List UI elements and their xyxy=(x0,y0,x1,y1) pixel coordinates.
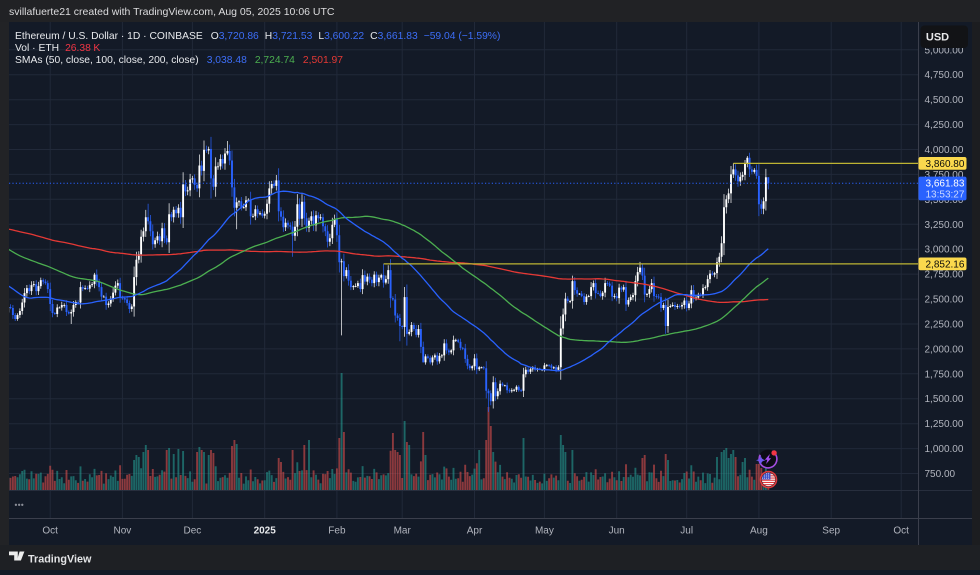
svg-text:4,250.00: 4,250.00 xyxy=(925,120,964,131)
svg-text:4,500.00: 4,500.00 xyxy=(925,95,964,106)
svg-text:Oct: Oct xyxy=(893,526,909,537)
svg-text:TradingView: TradingView xyxy=(28,554,92,566)
svg-text:Jun: Jun xyxy=(609,526,625,537)
svg-text:2,250.00: 2,250.00 xyxy=(925,320,964,331)
svg-text:1,750.00: 1,750.00 xyxy=(925,369,964,380)
svg-text:4,000.00: 4,000.00 xyxy=(925,145,964,156)
svg-text:Apr: Apr xyxy=(467,526,483,537)
svg-text:1,000.00: 1,000.00 xyxy=(925,444,964,455)
svg-text:Ethereum / U.S. Dollar · 1D ·: Ethereum / U.S. Dollar · 1D · COINBASE O3… xyxy=(15,31,500,42)
svg-text:2,000.00: 2,000.00 xyxy=(925,344,964,355)
svg-text:SMAs (50, close, 100, close, 2: SMAs (50, close, 100, close, 200, close)… xyxy=(15,55,343,66)
svg-text:May: May xyxy=(535,526,554,537)
svg-text:Nov: Nov xyxy=(114,526,132,537)
svg-text:3,750.00: 3,750.00 xyxy=(925,170,964,181)
svg-text:3,250.00: 3,250.00 xyxy=(925,220,964,231)
svg-text:1,500.00: 1,500.00 xyxy=(925,394,964,405)
svg-text:•••: ••• xyxy=(15,501,25,510)
svg-text:Sep: Sep xyxy=(822,526,840,537)
svg-text:5,000.00: 5,000.00 xyxy=(925,45,964,56)
svg-text:USD: USD xyxy=(926,32,949,44)
svg-text:2,852.16: 2,852.16 xyxy=(926,260,965,271)
svg-text:Mar: Mar xyxy=(394,526,412,537)
svg-text:Jul: Jul xyxy=(680,526,693,537)
svg-text:Feb: Feb xyxy=(328,526,346,537)
svg-text:Dec: Dec xyxy=(184,526,202,537)
svg-text:2,500.00: 2,500.00 xyxy=(925,295,964,306)
svg-text:Aug: Aug xyxy=(750,526,768,537)
svg-text:svillafuerte21 created with Tr: svillafuerte21 created with TradingView.… xyxy=(9,6,335,18)
svg-text:3,000.00: 3,000.00 xyxy=(925,245,964,256)
svg-text:2,750.00: 2,750.00 xyxy=(925,270,964,281)
svg-text:Oct: Oct xyxy=(42,526,58,537)
svg-text:3,661.83: 3,661.83 xyxy=(926,179,965,190)
svg-text:750.00: 750.00 xyxy=(925,469,956,480)
svg-text:1,250.00: 1,250.00 xyxy=(925,419,964,430)
svg-text:3,860.80: 3,860.80 xyxy=(926,159,965,170)
svg-text:4,750.00: 4,750.00 xyxy=(925,70,964,81)
svg-text:13:53:27: 13:53:27 xyxy=(926,189,965,200)
svg-text:2025: 2025 xyxy=(254,526,277,537)
